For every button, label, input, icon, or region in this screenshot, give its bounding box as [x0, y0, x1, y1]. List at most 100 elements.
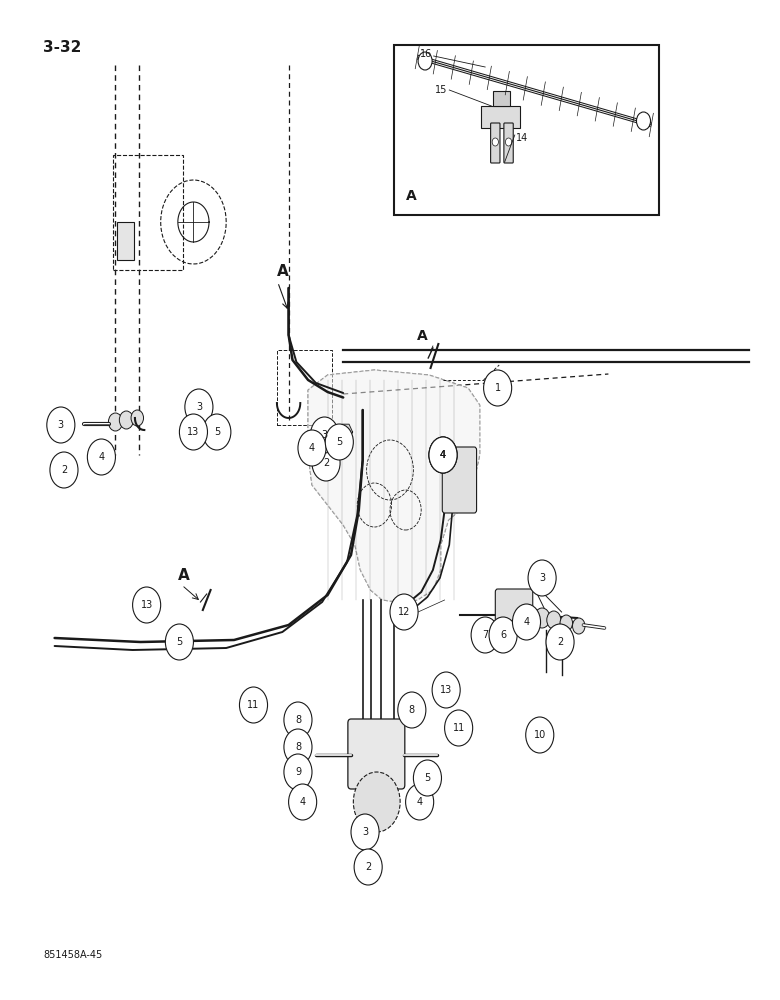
Text: 7: 7 — [482, 630, 488, 640]
Circle shape — [547, 611, 561, 629]
Text: 6: 6 — [500, 630, 506, 640]
Circle shape — [50, 452, 78, 488]
Circle shape — [289, 784, 317, 820]
Circle shape — [354, 849, 382, 885]
Circle shape — [239, 687, 268, 723]
Circle shape — [312, 445, 340, 481]
Text: 5: 5 — [424, 773, 431, 783]
Circle shape — [165, 624, 193, 660]
Circle shape — [560, 615, 573, 631]
Circle shape — [445, 710, 473, 746]
Text: 8: 8 — [409, 705, 415, 715]
Text: A: A — [178, 568, 190, 583]
FancyBboxPatch shape — [481, 106, 520, 128]
Polygon shape — [339, 424, 353, 440]
Circle shape — [484, 370, 512, 406]
Text: 13: 13 — [140, 600, 153, 610]
Text: 2: 2 — [557, 637, 563, 647]
Circle shape — [325, 424, 353, 460]
Circle shape — [119, 411, 133, 429]
FancyBboxPatch shape — [504, 123, 513, 163]
Circle shape — [131, 410, 144, 426]
Text: 4: 4 — [440, 450, 446, 460]
Text: 14: 14 — [516, 133, 529, 143]
Text: 4: 4 — [300, 797, 306, 807]
FancyBboxPatch shape — [117, 222, 134, 260]
Circle shape — [133, 587, 161, 623]
Text: A: A — [277, 264, 289, 279]
Text: 8: 8 — [295, 715, 301, 725]
Circle shape — [284, 754, 312, 790]
FancyBboxPatch shape — [394, 45, 659, 215]
Text: 2: 2 — [365, 862, 371, 872]
Circle shape — [390, 594, 418, 630]
Text: 8: 8 — [295, 742, 301, 752]
Circle shape — [429, 437, 457, 473]
Text: 12: 12 — [398, 607, 410, 617]
Circle shape — [636, 112, 651, 130]
FancyBboxPatch shape — [491, 123, 500, 163]
Circle shape — [87, 439, 115, 475]
Text: A: A — [406, 189, 417, 203]
Text: 11: 11 — [452, 723, 465, 733]
Circle shape — [310, 417, 339, 453]
Polygon shape — [308, 370, 480, 602]
Circle shape — [108, 413, 122, 431]
Circle shape — [398, 692, 426, 728]
Circle shape — [505, 138, 512, 146]
Circle shape — [47, 407, 75, 443]
Text: 11: 11 — [247, 700, 260, 710]
Circle shape — [489, 617, 517, 653]
Circle shape — [185, 389, 213, 425]
Text: 4: 4 — [309, 443, 315, 453]
Text: 16: 16 — [420, 49, 432, 59]
Text: 3: 3 — [362, 827, 368, 837]
Text: 851458A-45: 851458A-45 — [43, 950, 102, 960]
Circle shape — [351, 814, 379, 850]
Circle shape — [512, 604, 541, 640]
Text: 3: 3 — [58, 420, 64, 430]
Text: 5: 5 — [214, 427, 220, 437]
Circle shape — [471, 617, 499, 653]
Circle shape — [179, 414, 207, 450]
Circle shape — [432, 672, 460, 708]
Text: 9: 9 — [295, 767, 301, 777]
Text: 4: 4 — [523, 617, 530, 627]
Text: 10: 10 — [534, 730, 546, 740]
FancyBboxPatch shape — [442, 447, 477, 513]
Circle shape — [413, 760, 441, 796]
FancyBboxPatch shape — [348, 719, 405, 789]
Circle shape — [492, 138, 498, 146]
Text: 5: 5 — [336, 437, 342, 447]
Text: 4: 4 — [98, 452, 105, 462]
Circle shape — [203, 414, 231, 450]
Text: 13: 13 — [187, 427, 200, 437]
Circle shape — [573, 618, 585, 634]
Circle shape — [528, 560, 556, 596]
Circle shape — [284, 702, 312, 738]
Text: A: A — [417, 329, 428, 343]
Text: 3-32: 3-32 — [43, 40, 81, 55]
Circle shape — [284, 729, 312, 765]
Circle shape — [323, 429, 337, 447]
Circle shape — [333, 432, 346, 448]
Text: 2: 2 — [323, 458, 329, 468]
FancyBboxPatch shape — [493, 91, 510, 106]
Circle shape — [429, 437, 457, 473]
Circle shape — [526, 717, 554, 753]
Text: 4: 4 — [417, 797, 423, 807]
Text: 4: 4 — [440, 450, 446, 460]
Text: 3: 3 — [196, 402, 202, 412]
Text: 4: 4 — [440, 450, 446, 460]
Text: 5: 5 — [176, 637, 183, 647]
FancyBboxPatch shape — [495, 589, 533, 633]
Text: 3: 3 — [539, 573, 545, 583]
Circle shape — [353, 772, 400, 832]
Text: 15: 15 — [435, 85, 448, 95]
Circle shape — [406, 784, 434, 820]
Text: 2: 2 — [61, 465, 67, 475]
Text: 1: 1 — [495, 383, 501, 393]
Circle shape — [418, 52, 432, 70]
Circle shape — [429, 437, 457, 473]
Text: 3: 3 — [321, 430, 328, 440]
